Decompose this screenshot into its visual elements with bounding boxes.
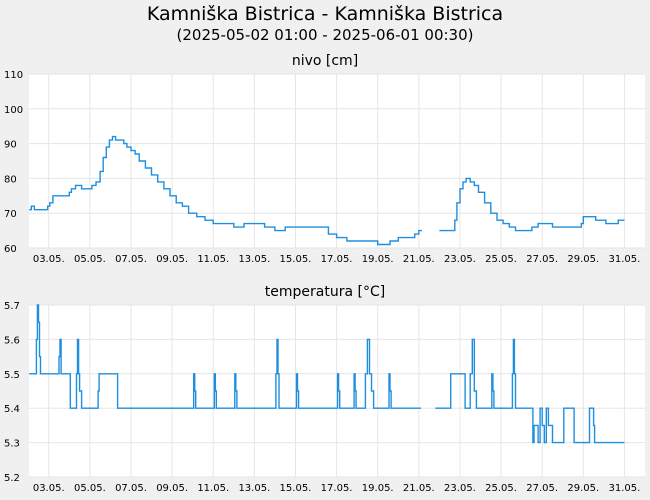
x-tick-label: 09.05. — [156, 254, 188, 265]
x-tick-label: 17.05. — [321, 483, 353, 494]
x-tick-label: 13.05. — [238, 483, 270, 494]
series-line — [435, 338, 625, 444]
x-tick-label: 29.05. — [567, 254, 599, 265]
x-tick-label: 21.05. — [403, 483, 435, 494]
chart-subtitle: (2025-05-02 01:00 - 2025-06-01 00:30) — [176, 26, 474, 44]
y-tick-label: 5.6 — [4, 335, 20, 346]
x-tick-label: 19.05. — [362, 254, 394, 265]
x-tick-label: 23.05. — [444, 254, 476, 265]
x-tick-label: 07.05. — [115, 483, 147, 494]
x-tick-label: 11.05. — [197, 483, 229, 494]
x-tick-label: 19.05. — [362, 483, 394, 494]
panel-title: nivo [cm] — [292, 53, 358, 69]
series-line — [29, 304, 421, 409]
y-tick-label: 110 — [4, 70, 23, 81]
x-tick-label: 05.05. — [74, 483, 106, 494]
x-tick-label: 17.05. — [321, 254, 353, 265]
y-tick-label: 5.7 — [4, 301, 20, 312]
x-tick-label: 21.05. — [403, 254, 435, 265]
y-tick-label: 5.3 — [4, 439, 20, 450]
x-tick-label: 15.05. — [280, 483, 312, 494]
y-tick-label: 100 — [4, 105, 23, 116]
panel-title: temperatura [°C] — [265, 284, 385, 300]
chart-title: Kamniška Bistrica - Kamniška Bistrica — [146, 3, 504, 25]
x-tick-label: 25.05. — [485, 483, 517, 494]
x-tick-label: 15.05. — [280, 254, 312, 265]
x-tick-label: 07.05. — [115, 254, 147, 265]
y-tick-label: 70 — [4, 209, 17, 220]
y-tick-label: 5.5 — [4, 370, 20, 381]
series-line — [29, 135, 422, 246]
x-tick-label: 29.05. — [567, 483, 599, 494]
y-tick-label: 80 — [4, 174, 17, 185]
x-tick-label: 25.05. — [485, 254, 517, 265]
x-tick-label: 03.05. — [33, 483, 65, 494]
x-tick-label: 05.05. — [74, 254, 106, 265]
x-tick-label: 27.05. — [526, 254, 558, 265]
x-tick-label: 03.05. — [33, 254, 65, 265]
x-tick-label: 11.05. — [197, 254, 229, 265]
x-tick-label: 09.05. — [156, 483, 188, 494]
y-tick-label: 5.4 — [4, 404, 20, 415]
x-tick-label: 27.05. — [526, 483, 558, 494]
y-tick-label: 60 — [4, 244, 17, 255]
y-tick-label: 5.2 — [4, 473, 20, 484]
x-tick-label: 23.05. — [444, 483, 476, 494]
y-tick-label: 90 — [4, 140, 17, 151]
x-tick-label: 31.05. — [609, 254, 641, 265]
series-line — [439, 177, 625, 232]
x-tick-label: 31.05. — [609, 483, 641, 494]
x-tick-label: 13.05. — [238, 254, 270, 265]
